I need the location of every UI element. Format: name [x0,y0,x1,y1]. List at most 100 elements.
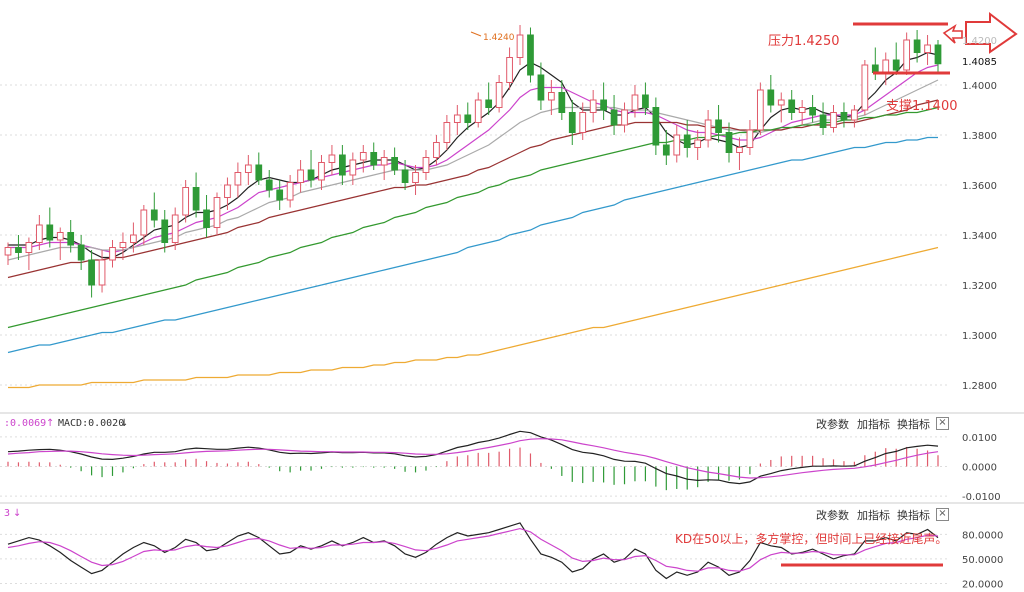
candle-body [861,64,869,111]
candle-body [736,147,743,153]
kd-switch-indicator-button[interactable]: 换指标 [897,509,930,522]
candle-body [756,89,764,131]
candle-body [840,112,848,121]
macd-lines [7,430,939,485]
candle-body [725,132,733,153]
candle-body [171,214,179,243]
macd-edit-params-button[interactable]: 改参数 [816,418,849,431]
candle-body [495,82,503,108]
candle-body [46,224,54,241]
candle-body [621,109,628,126]
candle-body [798,107,806,113]
macd-up-arrow-icon: ↑ [46,418,54,429]
moving-average-line [8,246,939,389]
candle-body [903,39,911,71]
price-tick-label: 1.3600 [962,181,997,192]
candle-body [746,129,754,148]
candle-body [610,109,618,126]
kd-close-button[interactable]: × [936,508,949,521]
candle-body [871,64,879,73]
moving-average-line [8,64,939,254]
kd-k-line [7,522,939,580]
candle-body [589,99,597,113]
candle-body [182,187,190,216]
candle-body [140,209,148,236]
candle-body [568,112,576,133]
candle-body [244,164,252,173]
kd-tick-label: 50.0000 [962,555,1003,566]
macd-tick-label: -0.0100 [962,492,1001,503]
price-tick-label: 1.3400 [962,231,997,242]
kd-add-indicator-button[interactable]: 加指标 [857,509,890,522]
top-tick-partial: 1.4200 [962,36,997,47]
price-tick-label: 1.4000 [962,81,997,92]
high-marker: 1.4240 [470,31,515,43]
candle-body [464,114,472,123]
kd-down-arrow-icon: ↓ [13,508,21,519]
candle-body [370,152,378,166]
macd-dea-line [7,438,939,479]
price-grid [0,84,950,386]
macd-add-indicator-button[interactable]: 加指标 [857,418,890,431]
candle-body [767,89,775,106]
candle-body [4,247,12,256]
candle-body [809,107,816,116]
candle-body [161,219,169,243]
candle-body [830,112,837,128]
candle-body [882,59,890,73]
price-tick-label: 1.3000 [962,331,997,342]
candle-body [662,144,670,156]
candle-body [506,57,513,83]
candle-body [600,99,607,111]
candle-body [234,172,242,186]
candle-body [412,172,419,183]
candle-body [224,184,231,198]
macd-switch-indicator-button[interactable]: 换指标 [897,418,930,431]
current-price-tag [952,55,1000,69]
up-arrow-icon [942,23,963,44]
macd-dif-line [7,430,939,485]
candle-body [631,94,639,111]
resistance-label: 压力1.4250 [768,34,840,49]
candle-body [474,99,482,123]
candle-body [934,44,942,65]
candle-body [694,139,702,148]
candle-body [892,59,900,71]
candle-body [192,187,200,211]
candle-body [579,112,587,133]
macd-y-axis: 0.0100 0.0000 -0.0100 [962,433,1001,503]
kd-edit-params-button[interactable]: 改参数 [816,509,849,522]
support-label: 支撑1.1400 [886,99,958,114]
moving-average-lines [7,51,939,389]
price-y-axis: 1.4000 1.3800 1.3600 1.3400 1.3200 1.3000 1.28… [962,81,997,392]
moving-average-line [7,136,938,354]
kd-lines [7,522,939,580]
candle-body [150,209,158,221]
candle-body [819,114,827,128]
candle-body [433,142,440,158]
candle-body [349,159,357,176]
macd-header-value: :0.0069 [4,418,46,429]
candle-body [777,99,785,106]
candle-body [380,157,388,166]
macd-close-button[interactable]: × [936,417,949,430]
candle-body [307,169,315,181]
candle-body [286,182,294,201]
high-marker-label: 1.4240 [483,33,515,43]
candle-body [130,234,137,243]
kd-tick-label: 20.0000 [962,579,1003,590]
moving-average-line [8,51,939,259]
candle-body [642,94,649,108]
candle-body [35,224,43,243]
candle-body [516,34,524,58]
candle-body [318,162,325,181]
candle-body [109,247,116,261]
candle-body [203,209,210,228]
macd-tick-label: 0.0100 [962,433,997,444]
candle-body [453,114,461,123]
macd-histogram [7,446,939,491]
kd-annotation: KD在50以上，多方掌控，但时间上已经接近尾声。 [675,531,947,546]
candle-body [328,154,336,163]
candle-body [339,154,346,176]
